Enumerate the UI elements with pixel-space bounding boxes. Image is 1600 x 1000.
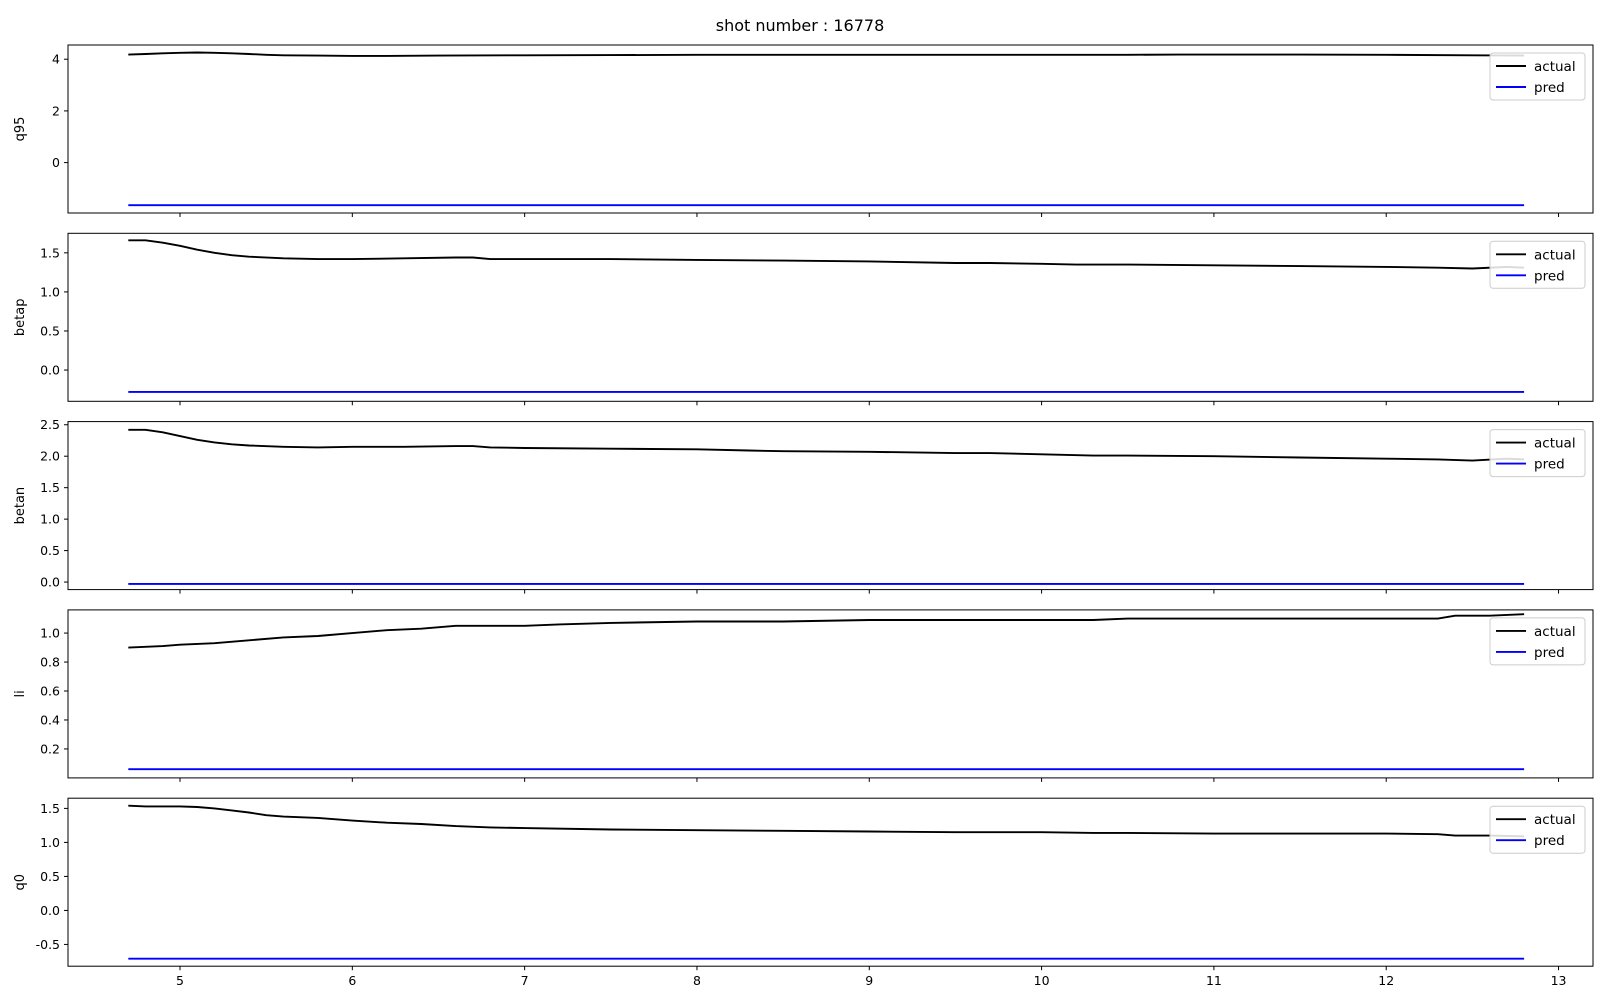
legend-label-pred: pred — [1534, 80, 1565, 96]
y-tick-label: 0.2 — [40, 741, 60, 756]
legend: actual pred — [1489, 617, 1586, 666]
subplot-betan: 0.0 0.5 1.0 1.5 2.0 2.5 betan actual pred — [13, 417, 1594, 594]
series-line-actual-betap — [128, 239, 1525, 270]
subplot-q0: -0.5 0.0 0.5 1.0 1.5 5 6 7 8 9 10 11 12 13 q0 actual pre… — [13, 797, 1594, 988]
legend-label-pred: pred — [1534, 457, 1565, 473]
axes-frame — [67, 44, 1594, 214]
y-tick-label: 2.5 — [40, 417, 60, 432]
subplot-q95: 0 2 4 q95 actual pred — [13, 44, 1594, 217]
legend: actual pred — [1489, 52, 1586, 101]
y-tick-label: -0.5 — [36, 937, 60, 952]
series-line-actual-betan — [128, 428, 1525, 462]
y-tick-label: 0.4 — [40, 712, 60, 727]
x-tick-label: 7 — [521, 973, 529, 988]
series-line-actual-q95 — [128, 51, 1525, 57]
y-tick-label: 1.0 — [40, 626, 60, 641]
axes-frame — [67, 609, 1594, 779]
y-tick-label: 0.5 — [40, 323, 60, 338]
y-tick-label: 1.0 — [40, 284, 60, 299]
y-tick-label: 0.6 — [40, 684, 60, 699]
subplot-betap: 0.0 0.5 1.0 1.5 betap actual pred — [13, 232, 1594, 406]
y-tick-label: 1.0 — [40, 835, 60, 850]
legend-box — [1489, 429, 1586, 478]
legend-box — [1489, 52, 1586, 101]
y-tick-label: 0.0 — [40, 575, 60, 590]
legend: actual pred — [1489, 805, 1586, 854]
axes-frame — [67, 421, 1594, 591]
x-tick-label: 9 — [865, 973, 873, 988]
legend: actual pred — [1489, 240, 1586, 289]
legend-label-actual: actual — [1534, 812, 1576, 828]
y-tick-label: 0.5 — [40, 543, 60, 558]
y-tick-label: 2.0 — [40, 449, 60, 464]
series-line-actual-li — [128, 613, 1525, 649]
x-tick-label: 8 — [693, 973, 701, 988]
subplot-li: 0.2 0.4 0.6 0.8 1.0 li actual pred — [13, 609, 1594, 782]
series-line-actual-q0 — [128, 804, 1525, 838]
legend-label-actual: actual — [1534, 436, 1576, 452]
axes-frame — [67, 232, 1594, 402]
x-tick-label: 12 — [1378, 973, 1394, 988]
y-tick-label: 0.8 — [40, 655, 60, 670]
axes-frame — [67, 797, 1594, 967]
y-tick-label: 1.5 — [40, 801, 60, 816]
subplot-stack: 0 2 4 q95 actual pred 0.0 0.5 1.0 1.5 betap actual p… — [13, 44, 1594, 988]
legend-label-actual: actual — [1534, 59, 1576, 75]
y-axis-label: betan — [13, 487, 28, 525]
legend-box — [1489, 805, 1586, 854]
x-tick-label: 5 — [176, 973, 184, 988]
y-axis-label: q95 — [13, 117, 28, 142]
x-tick-label: 13 — [1551, 973, 1567, 988]
y-tick-label: 1.0 — [40, 512, 60, 527]
legend-box — [1489, 617, 1586, 666]
y-tick-label: 1.5 — [40, 245, 60, 260]
y-tick-label: 4 — [52, 52, 60, 67]
figure-title: shot number : 16778 — [716, 16, 885, 35]
legend-label-pred: pred — [1534, 268, 1565, 284]
y-axis-label: li — [13, 690, 28, 697]
legend: actual pred — [1489, 429, 1586, 478]
y-tick-label: 2 — [52, 103, 60, 118]
y-tick-label: 0.5 — [40, 869, 60, 884]
y-axis-label: q0 — [13, 874, 28, 891]
y-axis-label: betap — [13, 299, 28, 337]
y-tick-label: 1.5 — [40, 480, 60, 495]
x-tick-label: 11 — [1206, 973, 1222, 988]
x-tick-label: 10 — [1034, 973, 1050, 988]
legend-label-pred: pred — [1534, 645, 1565, 661]
y-tick-label: 0.0 — [40, 903, 60, 918]
legend-box — [1489, 240, 1586, 289]
x-tick-label: 6 — [348, 973, 356, 988]
legend-label-actual: actual — [1534, 247, 1576, 263]
legend-label-pred: pred — [1534, 833, 1565, 849]
y-tick-label: 0.0 — [40, 363, 60, 378]
legend-label-actual: actual — [1534, 624, 1576, 640]
y-tick-label: 0 — [52, 155, 60, 170]
